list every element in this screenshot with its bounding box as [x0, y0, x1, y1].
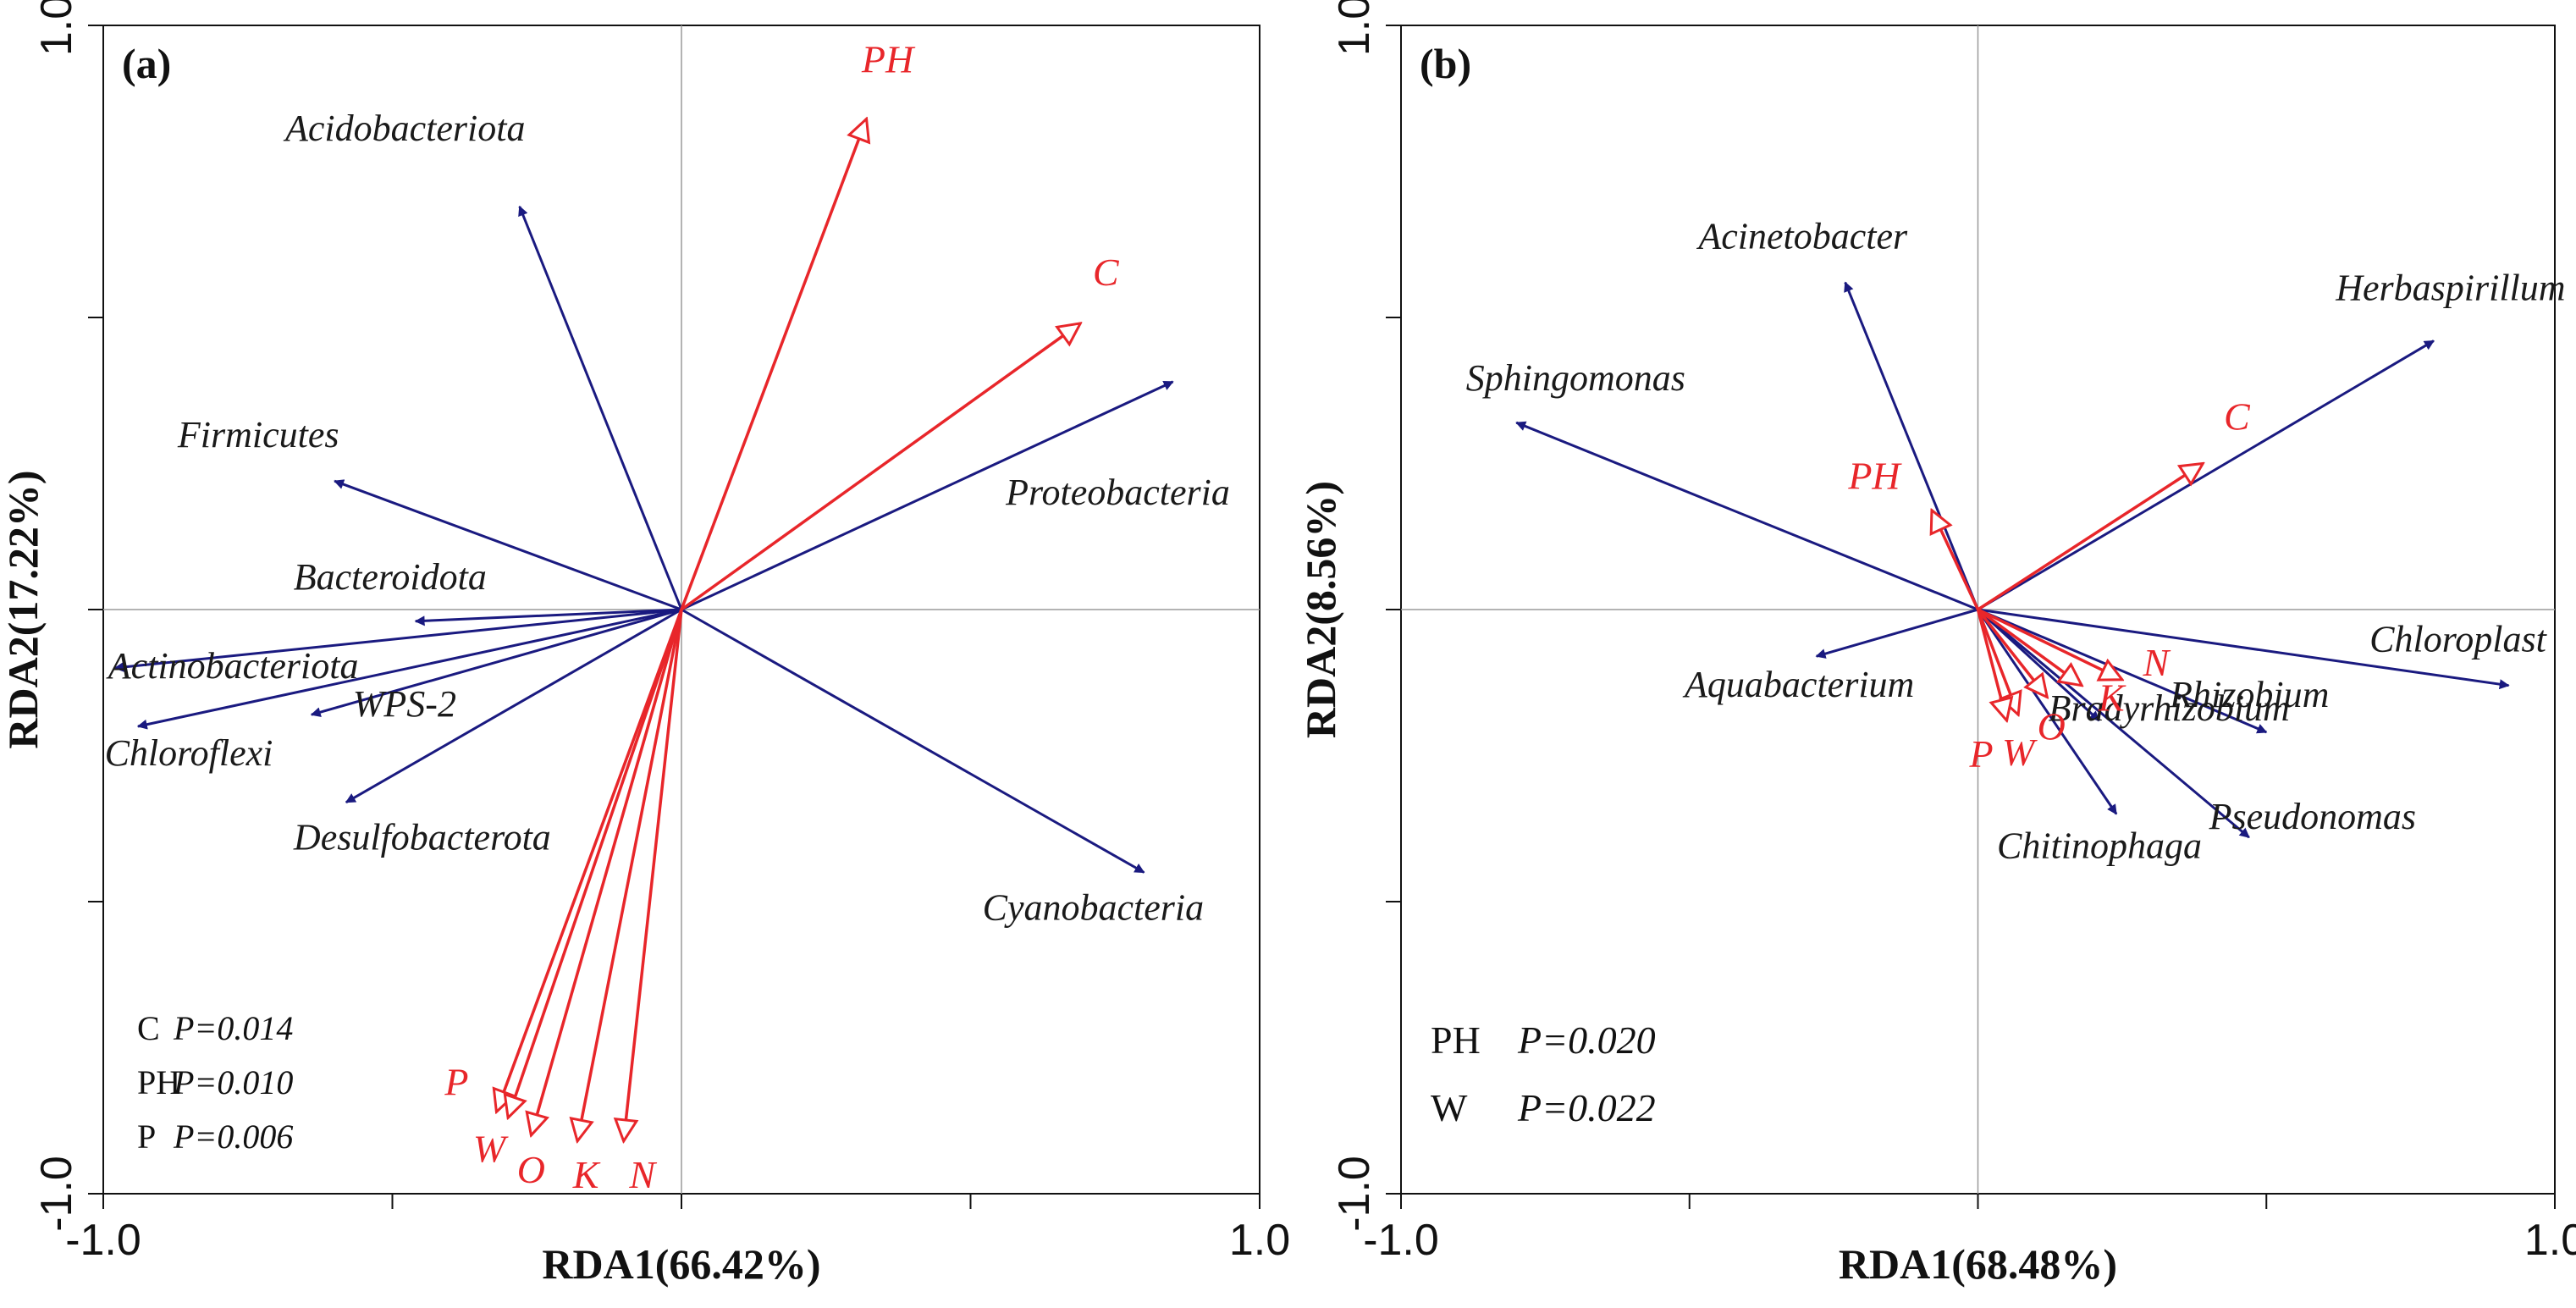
species-label: Desulfobacterota	[293, 817, 551, 858]
stat-variable: W	[1431, 1086, 1468, 1129]
species-arrow	[681, 380, 1174, 611]
stat-variable: P	[137, 1118, 156, 1156]
panel-b: -1.0 1.0 -1.0 1.0 RDA1(68.48%) RDA2(8.56%) (b)…	[1297, 0, 2576, 1288]
env-label: N	[2143, 641, 2171, 684]
env-arrow	[1976, 609, 2007, 720]
species-label: Acidobacteriota	[283, 108, 526, 149]
stat-variable: C	[137, 1009, 160, 1047]
y-tick-label: 1.0	[32, 0, 81, 56]
species-arrow	[1977, 339, 2435, 611]
species-label: Chitinophaga	[1997, 825, 2202, 867]
x-axis-title: RDA1(68.48%)	[1839, 1240, 2117, 1288]
env-label: W	[2002, 731, 2038, 774]
env-label: P	[444, 1060, 468, 1103]
x-tick-label: 1.0	[2524, 1216, 2576, 1265]
env-arrow	[1977, 608, 2048, 698]
species-arrow	[1977, 608, 2250, 839]
y-axis-title: RDA2(8.56%)	[1297, 481, 1344, 738]
env-label: C	[2224, 395, 2251, 439]
species-label: Firmicutes	[177, 414, 339, 455]
species-arrow	[310, 608, 682, 718]
panel-label: (b)	[1420, 40, 1471, 87]
species-arrow	[518, 205, 683, 610]
env-label: PH	[861, 37, 916, 80]
species-label: Rhizobium	[2169, 674, 2329, 715]
x-axis-title: RDA1(66.42%)	[542, 1240, 820, 1288]
stat-p-value: P=0.006	[173, 1118, 293, 1156]
species-label: Acinetobacter	[1696, 216, 1908, 257]
env-arrow	[1977, 464, 2204, 611]
species-arrow	[1977, 608, 2100, 722]
species-arrow	[1978, 608, 2510, 690]
stat-p-value: P=0.010	[173, 1063, 293, 1101]
species-arrow	[1844, 281, 1979, 610]
x-tick-label: -1.0	[1363, 1216, 1439, 1265]
env-arrow	[577, 609, 683, 1141]
stat-p-value: P=0.022	[1517, 1086, 1656, 1129]
y-tick-label: 1.0	[1330, 0, 1379, 56]
env-label: O	[517, 1148, 545, 1191]
env-label: K	[572, 1153, 601, 1196]
env-arrow	[1977, 608, 2082, 686]
env-label: P	[1969, 732, 1994, 775]
species-label: Chloroflexi	[105, 732, 273, 774]
env-label: N	[628, 1153, 657, 1196]
env-arrow	[508, 609, 683, 1118]
x-tick-label: -1.0	[65, 1216, 141, 1265]
species-label: Cyanobacteria	[983, 887, 1205, 929]
species-arrow	[136, 608, 682, 730]
species-label: Proteobacteria	[1005, 472, 1230, 513]
env-arrow	[1932, 511, 1980, 610]
env-arrow	[680, 119, 867, 610]
stat-variable: PH	[1431, 1018, 1481, 1062]
env-label: O	[2038, 705, 2066, 748]
species-label: Pseudonomas	[2209, 796, 2416, 837]
env-arrow	[624, 609, 683, 1141]
species-arrow	[1515, 421, 1979, 611]
env-label: PH	[1847, 455, 1902, 498]
panel-a: -1.0 1.0 -1.0 1.0 RDA1(66.42%) RDA2(17.22%) (a…	[0, 0, 1290, 1288]
env-arrow	[531, 609, 683, 1135]
species-arrow	[414, 608, 682, 626]
species-label: Bacteroidota	[294, 556, 487, 598]
env-arrow	[496, 609, 683, 1112]
y-tick-label: -1.0	[32, 1156, 81, 1232]
species-label: WPS-2	[353, 683, 456, 725]
species-label: Actinobacteriota	[106, 645, 359, 687]
stat-p-value: P=0.014	[173, 1009, 293, 1047]
species-arrow	[1977, 609, 2118, 815]
species-label: Chloroplast	[2369, 619, 2547, 660]
env-arrow	[680, 323, 1080, 611]
env-label: K	[2098, 676, 2126, 720]
stat-variable: PH	[137, 1063, 180, 1101]
env-label: W	[473, 1127, 509, 1170]
species-arrow	[345, 608, 682, 804]
y-tick-label: -1.0	[1330, 1156, 1379, 1232]
species-arrow	[113, 608, 682, 672]
env-label: C	[1093, 251, 1120, 294]
y-axis-title: RDA2(17.22%)	[0, 470, 47, 748]
panel-label: (a)	[122, 40, 171, 87]
species-label: Herbaspirillum	[2335, 268, 2565, 309]
species-arrow	[681, 608, 1145, 874]
stat-p-value: P=0.020	[1517, 1018, 1656, 1062]
x-tick-label: 1.0	[1229, 1216, 1290, 1265]
species-arrow	[334, 479, 682, 611]
species-arrow	[1815, 608, 1978, 659]
env-arrow	[1977, 608, 2122, 680]
species-label: Bradyrhizobium	[2049, 687, 2290, 729]
species-label: Sphingomonas	[1466, 357, 1685, 399]
species-label: Aquabacterium	[1682, 664, 1914, 705]
